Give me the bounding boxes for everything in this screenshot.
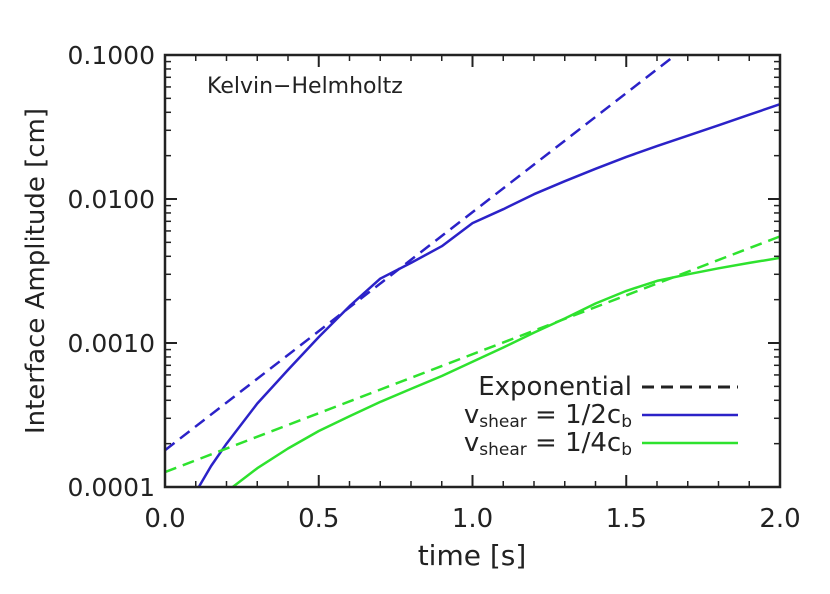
x-tick-label: 0.0 xyxy=(144,504,185,534)
legend-quarter-v: v xyxy=(464,428,479,458)
annotation-label: Kelvin−Helmholtz xyxy=(207,74,403,99)
series-line-2 xyxy=(165,55,677,452)
series-line-3 xyxy=(165,235,780,474)
legend-half-v: v xyxy=(464,400,479,430)
legend-half-shear: shear xyxy=(479,412,527,432)
x-tick-label: 1.5 xyxy=(606,504,647,534)
x-axis-label: time [s] xyxy=(418,539,527,572)
legend-label-half: vshear = 1/2cb xyxy=(464,400,632,432)
y-tick-label: 0.0010 xyxy=(68,329,155,358)
ticks-layer: 0.0 0.5 1.0 1.5 2.0 0.0001 0.0010 0.0100 0.1000 xyxy=(68,41,801,534)
legend-quarter-b: b xyxy=(621,440,632,460)
legend-half-eq: = 1/2c xyxy=(527,400,621,430)
legend-quarter-eq: = 1/4c xyxy=(527,428,621,458)
legend-label-exponential: Exponential xyxy=(478,372,632,402)
x-tick-label: 1.0 xyxy=(452,504,493,534)
y-axis-label: Interface Amplitude [cm] xyxy=(21,108,51,434)
series-line-0 xyxy=(197,103,780,487)
series-line-1 xyxy=(231,256,780,487)
x-tick-label: 2.0 xyxy=(759,504,800,534)
y-tick-label: 0.0001 xyxy=(68,473,155,502)
legend-half-b: b xyxy=(621,412,632,432)
y-tick-label: 0.1000 xyxy=(68,41,155,70)
legend-label-quarter: vshear = 1/4cb xyxy=(464,428,632,460)
legend-quarter-shear: shear xyxy=(479,440,527,460)
legend: Exponential vshear = 1/2cb vshear = 1/4c… xyxy=(464,372,738,460)
x-tick-label: 0.5 xyxy=(298,504,339,534)
y-tick-label: 0.0100 xyxy=(68,185,155,214)
series-layer xyxy=(165,55,780,487)
